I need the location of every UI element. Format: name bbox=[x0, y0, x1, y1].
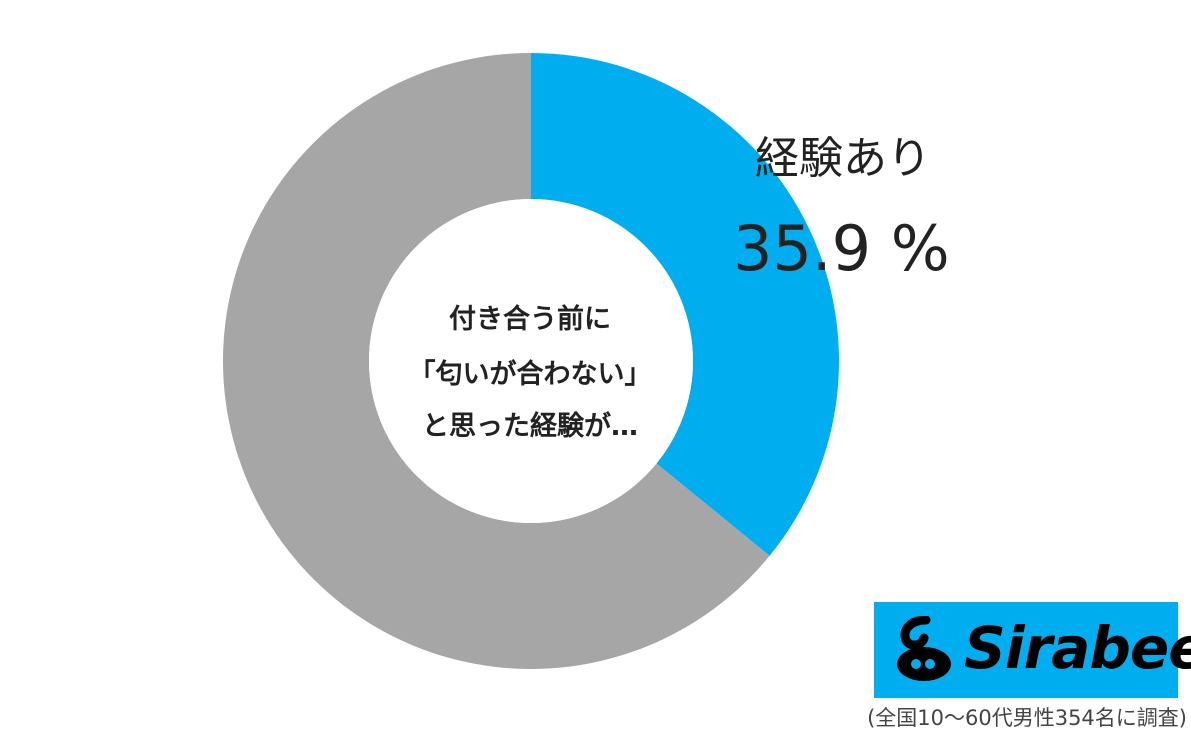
donut-slice-0 bbox=[531, 53, 839, 556]
donut-hole bbox=[369, 199, 693, 523]
center-text-line-2: 「匂いが合わない」 bbox=[408, 359, 652, 390]
donut-slice-1 bbox=[222, 53, 770, 670]
center-text-line-3: と思った経験が… bbox=[422, 411, 638, 442]
sirabee-logo: Sirabee bbox=[874, 602, 1191, 698]
sirabee-mascot-icon bbox=[897, 616, 951, 681]
center-text-line-1: 付き合う前に bbox=[449, 304, 611, 335]
slice-label-name: 経験あり bbox=[755, 133, 931, 184]
logo-text: Sirabee bbox=[964, 614, 1191, 682]
slice-label-value: 35.9 % bbox=[733, 212, 950, 285]
survey-footnote: (全国10～60代男性354名に調査) bbox=[867, 706, 1187, 730]
